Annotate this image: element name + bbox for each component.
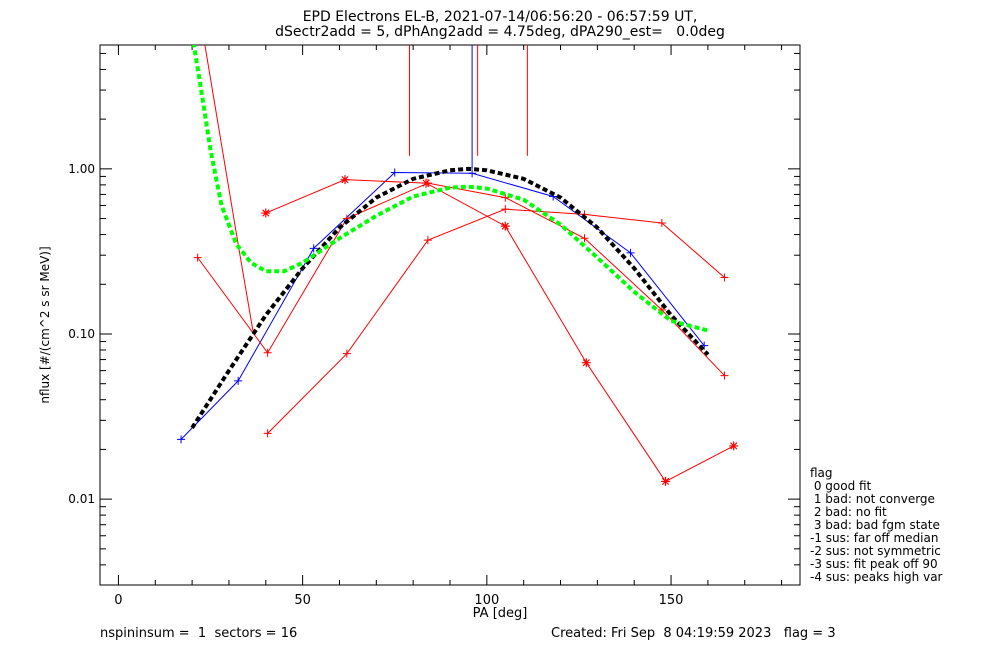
y-tick-label: 0.10 [68,327,95,341]
axis-ticks: 0 50 100 150 0.01 0.10 1.00 [68,45,800,608]
plus-marker [193,253,202,262]
plus-marker [423,236,432,245]
x-axis-label: PA [deg] [472,606,528,621]
legend-item: -3 sus: fit peak off 90 [810,557,938,571]
legend-item: -2 sus: not symmetric [810,544,941,558]
legend-item: 2 bad: no fit [810,505,887,519]
plus-marker [580,234,589,243]
footer-sectors-info: nspininsum = 1 sectors = 16 [100,626,298,641]
plus-marker [720,371,729,380]
red-star-series-b [204,45,254,331]
plus-marker [177,435,186,444]
x-tick-label: 50 [294,593,311,608]
footer-created-info: Created: Fri Sep 8 04:19:59 2023 flag = … [551,626,836,641]
red-plus-series-b [267,208,725,434]
star-marker [421,178,431,188]
x-tick-label: 150 [659,593,684,608]
legend-title: flag [810,466,833,480]
star-marker [500,221,510,231]
plus-marker [626,248,635,257]
legend-item: -1 sus: far off median [810,531,939,545]
red-plus-series-a [197,182,725,376]
plus-marker [501,193,510,202]
star-marker [581,358,591,368]
flag-legend: flag 0 good fit 1 bad: not converge 2 ba… [810,467,942,584]
plus-marker [234,376,243,385]
plus-marker [263,429,272,438]
green-fit-curve [191,45,709,333]
legend-item: 1 bad: not converge [810,492,935,506]
plus-marker [657,219,666,228]
legend-item: 3 bad: bad fgm state [810,518,940,532]
star-marker [261,208,271,218]
plus-marker [309,244,318,253]
x-tick-label: 0 [114,593,122,608]
y-tick-label: 1.00 [68,162,95,176]
star-marker [729,441,739,451]
star-marker [661,476,671,486]
star-marker [340,175,350,185]
x-tick-label: 100 [474,593,499,608]
plus-marker [263,348,272,357]
chart-title-line-1: EPD Electrons EL-B, 2021-07-14/06:56:20 … [302,9,698,25]
y-tick-label: 0.01 [68,492,95,506]
chart-title-line-2: dSectr2add = 5, dPhAng2add = 4.75deg, dP… [275,24,725,40]
blue-series [180,172,705,440]
plus-marker [720,273,729,282]
legend-item: -4 sus: peaks high var [810,570,943,584]
plus-marker [468,169,477,178]
y-axis-label: nflux [#/(cm^2 s sr MeV)] [38,246,52,404]
black-fit-curve [190,166,710,429]
plus-marker [342,349,351,358]
plus-marker [390,168,399,177]
data-series [177,45,739,486]
legend-item: 0 good fit [810,479,872,493]
plus-marker [501,205,510,214]
